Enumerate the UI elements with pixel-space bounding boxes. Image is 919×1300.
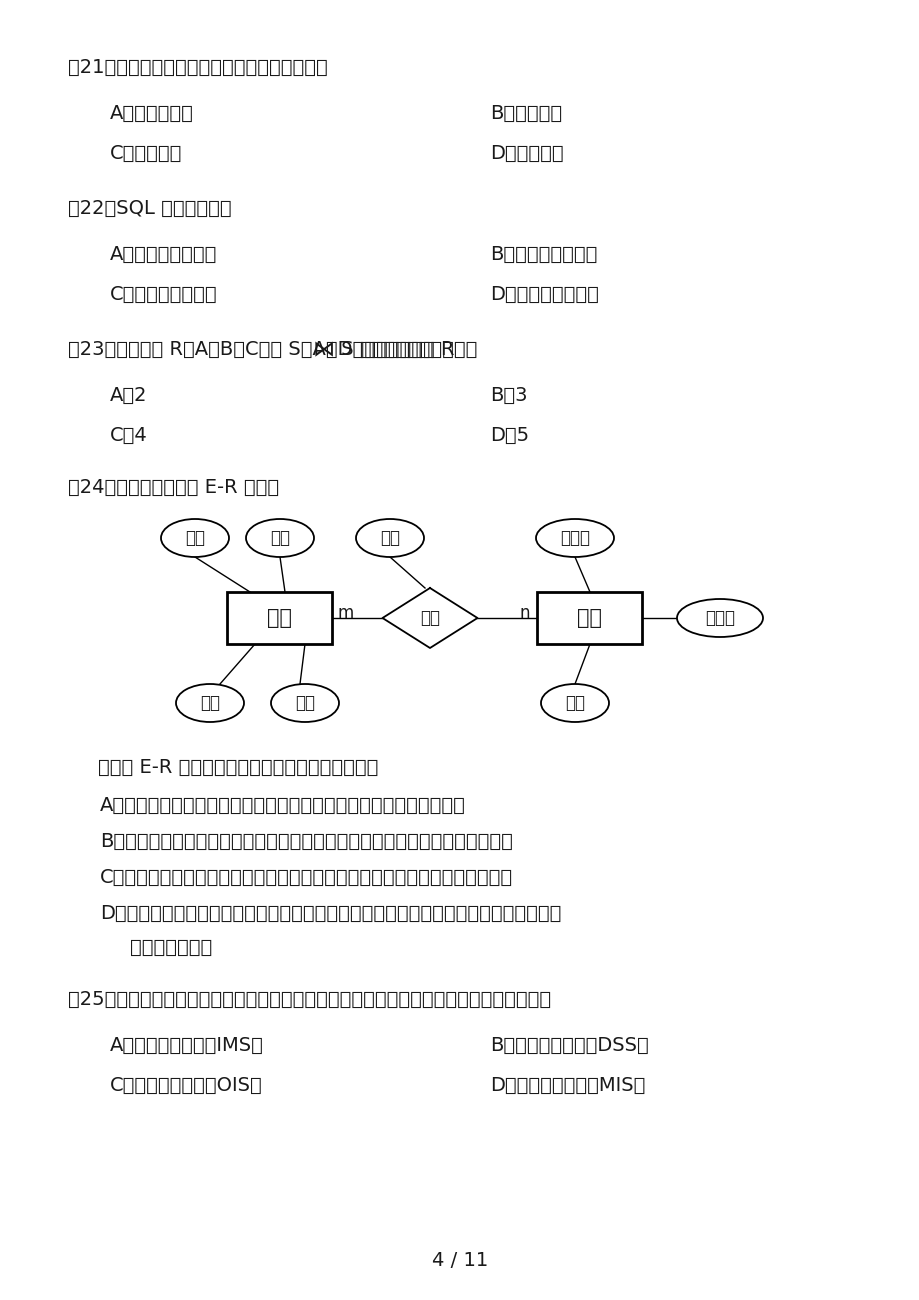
Text: A）完整性规则: A）完整性规则 xyxy=(110,104,194,124)
Text: A）2: A）2 xyxy=(110,386,147,406)
Text: 课程号，分数）: 课程号，分数） xyxy=(130,939,212,957)
Text: m: m xyxy=(337,604,354,621)
Text: 姓名: 姓名 xyxy=(295,694,314,712)
Text: 学时: 学时 xyxy=(564,694,584,712)
Ellipse shape xyxy=(245,519,313,556)
Text: 课程名: 课程名 xyxy=(704,608,734,627)
Text: C）数据操作: C）数据操作 xyxy=(110,144,182,162)
Text: 选修: 选修 xyxy=(420,608,439,627)
Text: D）并发控制: D）并发控制 xyxy=(490,144,563,162)
Text: B）学生（学号，姓名，年龄，性别，分数）、课程（课程号，课程名，学时）: B）学生（学号，姓名，年龄，性别，分数）、课程（课程号，课程名，学时） xyxy=(100,832,512,852)
Text: ⋈: ⋈ xyxy=(312,341,335,360)
Ellipse shape xyxy=(536,519,613,556)
Ellipse shape xyxy=(356,519,424,556)
Text: 课程: 课程 xyxy=(577,608,602,628)
Text: 学生: 学生 xyxy=(267,608,292,628)
Text: 分数: 分数 xyxy=(380,529,400,547)
Text: （21）关系数据模型的三个组成部分中，不包括: （21）关系数据模型的三个组成部分中，不包括 xyxy=(68,58,327,77)
Text: D）学生（学号，姓名，年龄，性别）、课程（课程号，课程名，学时）、成绩（学号，: D）学生（学号，姓名，年龄，性别）、课程（课程号，课程名，学时）、成绩（学号， xyxy=(100,903,561,923)
Text: C）4: C）4 xyxy=(110,426,148,445)
Text: A）信息管理系统（IMS）: A）信息管理系统（IMS） xyxy=(110,1036,264,1056)
Ellipse shape xyxy=(176,684,244,722)
Text: B）结构化控制语言: B）结构化控制语言 xyxy=(490,244,596,264)
Text: 将上述 E-R 模型转换成关系模式，正确的结果应是: 将上述 E-R 模型转换成关系模式，正确的结果应是 xyxy=(98,758,378,777)
Polygon shape xyxy=(382,588,477,647)
Text: （22）SQL 语言通常称为: （22）SQL 语言通常称为 xyxy=(68,199,232,218)
Text: 4 / 11: 4 / 11 xyxy=(431,1251,488,1270)
Ellipse shape xyxy=(540,684,608,722)
Text: B）3: B）3 xyxy=(490,386,527,406)
Text: 年龄: 年龄 xyxy=(185,529,205,547)
Text: D）结构化操纵语言: D）结构化操纵语言 xyxy=(490,285,598,304)
Text: （23）设有关系 R（A，B，C）和 S（A，D），则自然连接 R: （23）设有关系 R（A，B，C）和 S（A，D），则自然连接 R xyxy=(68,341,460,359)
Ellipse shape xyxy=(271,684,338,722)
Text: 课程号: 课程号 xyxy=(560,529,589,547)
Ellipse shape xyxy=(161,519,229,556)
Text: （24）设有如图所示的 E-R 模型：: （24）设有如图所示的 E-R 模型： xyxy=(68,478,278,497)
Text: C）结构化定义语言: C）结构化定义语言 xyxy=(110,285,218,304)
Text: C）学生（学号，姓名，年龄，性别）、课程（课程号，课程名，学时，分数）: C）学生（学号，姓名，年龄，性别）、课程（课程号，课程名，学时，分数） xyxy=(100,868,513,887)
Text: （25）以企业全局工作效率为目标，将不同层次的管理内容进行计算机化的信息系统，称为: （25）以企业全局工作效率为目标，将不同层次的管理内容进行计算机化的信息系统，称… xyxy=(68,991,550,1009)
Text: S 运算结果中的元数应为: S 运算结果中的元数应为 xyxy=(335,341,477,359)
Text: D）管理信息系统（MIS）: D）管理信息系统（MIS） xyxy=(490,1076,644,1095)
Text: C）办公信息系统（OIS）: C）办公信息系统（OIS） xyxy=(110,1076,263,1095)
Text: B）数据结构: B）数据结构 xyxy=(490,104,562,124)
Ellipse shape xyxy=(676,599,762,637)
Text: A）结构化查询语言: A）结构化查询语言 xyxy=(110,244,217,264)
Text: n: n xyxy=(519,604,529,621)
Text: B）决策支持系统（DSS）: B）决策支持系统（DSS） xyxy=(490,1036,648,1056)
Bar xyxy=(227,592,332,644)
Text: 性别: 性别 xyxy=(269,529,289,547)
Text: A）成绩（学号，姓名，年龄，性别，课程号，课程名，学时，分数）: A）成绩（学号，姓名，年龄，性别，课程号，课程名，学时，分数） xyxy=(100,796,465,815)
Bar xyxy=(537,592,641,644)
Text: 学号: 学号 xyxy=(199,694,220,712)
Text: D）5: D）5 xyxy=(490,426,528,445)
